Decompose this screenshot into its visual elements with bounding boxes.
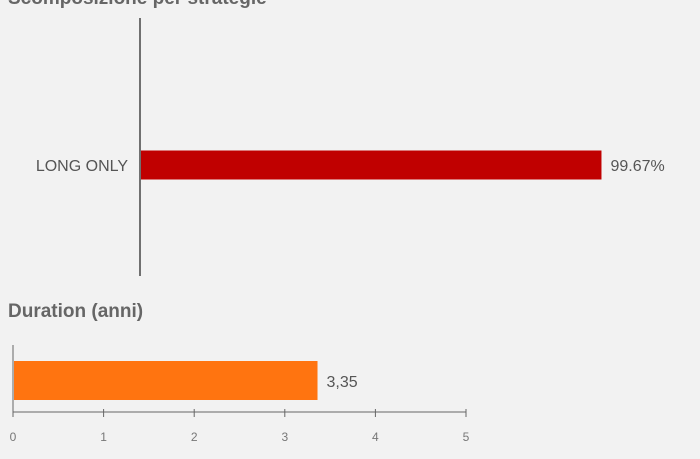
strategy-chart: LONG ONLY 99.67% <box>36 18 665 276</box>
duration-chart-title: Duration (anni) <box>8 301 144 322</box>
strategy-chart-title: Scomposizione per strategie <box>8 0 267 10</box>
duration-chart: 3,35 0 1 2 3 4 5 <box>10 345 470 444</box>
strategy-bar <box>141 150 602 180</box>
strategy-value-label: 99.67% <box>610 158 664 175</box>
duration-bar <box>14 361 318 400</box>
duration-value-label: 3,35 <box>327 374 358 391</box>
duration-tick-label: 1 <box>100 430 107 444</box>
duration-tick-label: 4 <box>372 430 379 444</box>
duration-tick-label: 0 <box>10 430 17 444</box>
duration-tick-label: 5 <box>463 430 470 444</box>
duration-tick-label: 2 <box>191 430 198 444</box>
strategy-category-label: LONG ONLY <box>36 158 129 175</box>
duration-tick-label: 3 <box>281 430 288 444</box>
